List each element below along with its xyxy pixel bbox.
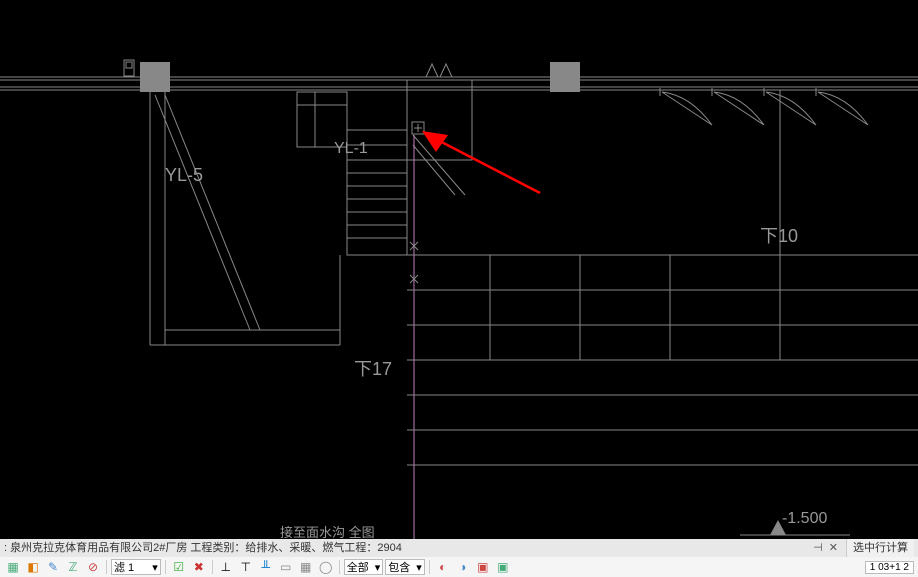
bottom-toolbar: ▦ ◧ ✎ ℤ ⊘ 滤 1▾ ☑ ✖ ⊥ ⊤ ╨ ▭ ▦ ◯ 全部▾ 包含▾ ◐… — [0, 557, 918, 577]
close-icon[interactable]: ✕ — [829, 539, 838, 557]
pin-icon[interactable]: ⊣ — [813, 539, 823, 557]
tool-rect-icon[interactable]: ▭ — [277, 559, 295, 575]
label-level: -1.500 — [782, 510, 827, 528]
tool-dim3-icon[interactable]: ╨ — [257, 559, 275, 575]
tool-r3-icon[interactable]: ▣ — [474, 559, 492, 575]
status-bar: : 泉州克拉克体育用品有限公司2#厂房 工程类别：给排水、采暖、燃气工程：290… — [0, 539, 918, 557]
tool-r1-icon[interactable]: ◐ — [434, 559, 452, 575]
tool-circle-icon[interactable]: ◯ — [317, 559, 335, 575]
tool-check-icon[interactable]: ☑ — [170, 559, 188, 575]
coord-readout: 1 03+1 2 — [865, 561, 914, 574]
label-down10: 下10 — [760, 222, 798, 248]
tool-icon-1[interactable]: ▦ — [4, 559, 22, 575]
label-down17: 下17 — [354, 355, 392, 381]
status-controls[interactable]: ⊣ ✕ — [813, 539, 838, 557]
status-text: : 泉州克拉克体育用品有限公司2#厂房 工程类别：给排水、采暖、燃气工程：290… — [4, 539, 402, 557]
drawing-canvas[interactable]: YL-5 YL-1 下17 下10 -1.500 接至面水沟 全图 — [0, 0, 918, 540]
tool-r2-icon[interactable]: ◑ — [454, 559, 472, 575]
label-yl5: YL-5 — [165, 165, 203, 186]
tool-x-icon[interactable]: ✖ — [190, 559, 208, 575]
filter1-dropdown[interactable]: 全部▾ — [344, 559, 384, 575]
layer-dropdown[interactable]: 滤 1▾ — [111, 559, 161, 575]
tool-dim2-icon[interactable]: ⊤ — [237, 559, 255, 575]
tool-icon-4[interactable]: ℤ — [64, 559, 82, 575]
tool-icon-2[interactable]: ◧ — [24, 559, 42, 575]
filter2-dropdown[interactable]: 包含▾ — [385, 559, 425, 575]
label-yl1: YL-1 — [334, 140, 368, 158]
tool-icon-5[interactable]: ⊘ — [84, 559, 102, 575]
tool-dim1-icon[interactable]: ⊥ — [217, 559, 235, 575]
right-panel-label: 选中行计算 — [846, 539, 914, 557]
tool-icon-3[interactable]: ✎ — [44, 559, 62, 575]
tool-grid-icon[interactable]: ▦ — [297, 559, 315, 575]
tool-r4-icon[interactable]: ▣ — [494, 559, 512, 575]
